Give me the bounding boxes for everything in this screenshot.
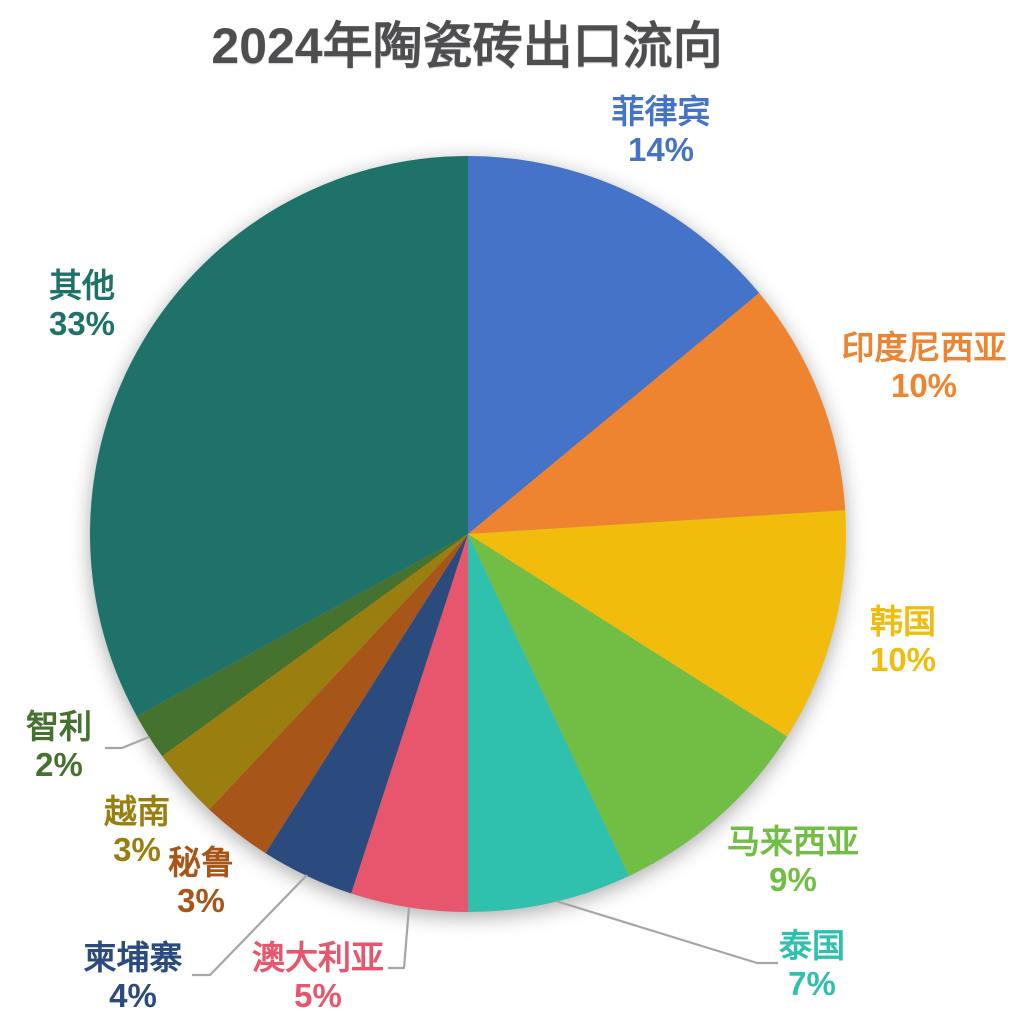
slice-label-philippines: 菲律宾 14%	[612, 93, 711, 169]
pie-slice-indonesia[interactable]	[468, 293, 846, 534]
slice-label-cambodia: 柬埔寨 4%	[84, 939, 183, 1015]
chart-title: 2024年陶瓷砖出口流向	[211, 18, 723, 74]
slice-label-percent: 2%	[35, 746, 83, 783]
slice-label-percent: 10%	[869, 641, 937, 678]
slice-label-name: 印度尼西亚	[841, 329, 1007, 366]
leader-line-australia	[388, 906, 411, 970]
slice-label-south-korea: 韩国 10%	[870, 603, 936, 679]
slice-label-chile: 智利 2%	[26, 708, 92, 784]
slice-label-others: 其他 33%	[49, 267, 115, 343]
pie-slice-others[interactable]	[90, 156, 469, 717]
slice-label-percent: 33%	[48, 305, 116, 342]
leader-line-cambodia	[192, 874, 308, 977]
pie-slice-thailand[interactable]	[468, 534, 629, 912]
slice-label-percent: 5%	[294, 977, 342, 1014]
pie-slice-malaysia[interactable]	[468, 534, 788, 877]
leader-line-thailand	[555, 899, 778, 965]
slice-label-thailand: 泰国 7%	[779, 927, 845, 1003]
slice-label-percent: 10%	[890, 367, 958, 404]
pie-slice-chile[interactable]	[136, 534, 468, 757]
pie-slice-vietnam[interactable]	[162, 534, 468, 810]
slice-label-indonesia: 印度尼西亚 10%	[842, 329, 1007, 405]
slice-label-name: 秘鲁	[168, 844, 234, 881]
slice-label-percent: 3%	[113, 831, 161, 868]
slice-label-name: 其他	[49, 267, 115, 304]
pie-slice-south-korea[interactable]	[468, 510, 846, 737]
slice-label-percent: 7%	[788, 965, 836, 1002]
slice-label-name: 柬埔寨	[83, 939, 183, 976]
pie-slice-australia[interactable]	[351, 534, 468, 912]
pie-slice-peru[interactable]	[209, 534, 469, 854]
slice-label-name: 澳大利亚	[252, 939, 384, 976]
slice-label-percent: 4%	[109, 977, 157, 1014]
leader-line-chile	[105, 735, 150, 750]
slice-label-vietnam: 越南 3%	[104, 793, 170, 869]
slice-label-australia: 澳大利亚 5%	[252, 939, 384, 1015]
slice-label-name: 韩国	[870, 603, 936, 640]
slice-label-percent: 14%	[627, 131, 695, 168]
slice-label-name: 越南	[104, 793, 170, 830]
pie-slice-cambodia[interactable]	[265, 534, 468, 894]
pie-slice-philippines[interactable]	[468, 156, 760, 534]
slice-label-peru: 秘鲁 3%	[168, 844, 234, 920]
slice-label-percent: 9%	[769, 861, 817, 898]
slice-label-malaysia: 马来西亚 9%	[727, 823, 859, 899]
slice-label-name: 马来西亚	[727, 823, 859, 860]
slice-label-name: 泰国	[779, 927, 845, 964]
slice-label-name: 智利	[26, 708, 92, 745]
slice-label-name: 菲律宾	[611, 93, 711, 130]
slice-label-percent: 3%	[177, 882, 225, 919]
